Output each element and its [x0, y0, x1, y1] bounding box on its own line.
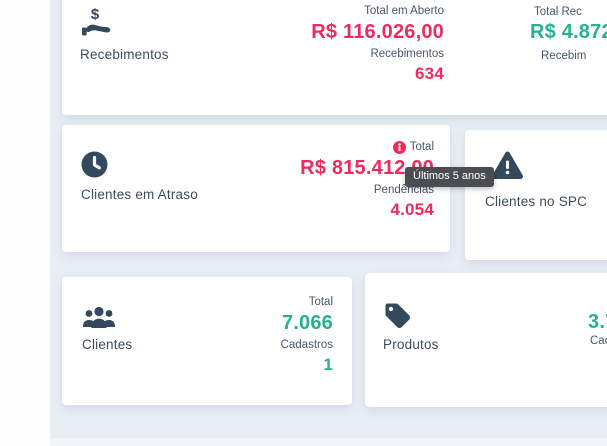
- card-clientes-no-spc[interactable]: Clientes no SPC: [465, 130, 607, 260]
- users-icon: [82, 305, 116, 330]
- card-clientes-no-spc-title: Clientes no SPC: [485, 194, 588, 209]
- clock-icon: [81, 151, 108, 178]
- stat-label: Cadastros: [280, 339, 333, 351]
- warning-triangle-icon: [491, 150, 524, 181]
- stat-label: Total Rec: [534, 6, 582, 18]
- footer-strip: [50, 437, 607, 446]
- tag-icon: [383, 301, 412, 330]
- stat-value: R$ 815.412,00: [300, 157, 434, 179]
- stat-value: 1: [323, 355, 333, 374]
- atraso-stats: Total R$ 815.412,00 Pendências 4.054: [300, 140, 434, 220]
- tooltip-ultimos-5-anos: Últimos 5 anos: [405, 167, 494, 187]
- stat-label: Recebimentos: [370, 48, 444, 60]
- card-recebimentos[interactable]: $ Recebimentos Total em Aberto R$ 116.02…: [62, 0, 607, 115]
- hand-holding-dollar-icon: $: [80, 5, 114, 39]
- card-clientes-title: Clientes: [82, 337, 133, 352]
- stat-value: R$ 4.872: [530, 21, 607, 43]
- clientes-stats: Total 7.066 Cadastros 1: [281, 295, 333, 375]
- card-produtos-title: Produtos: [383, 337, 439, 352]
- card-recebimentos-title: Recebimentos: [80, 47, 169, 62]
- info-icon[interactable]: [392, 140, 406, 154]
- stat-value: 7.066: [281, 312, 333, 334]
- card-clientes-em-atraso[interactable]: Clientes em Atraso Total R$ 815.412,00 P…: [62, 125, 450, 252]
- stat-value: R$ 116.026,00: [311, 21, 444, 43]
- stat-label: Pendências: [373, 184, 434, 196]
- card-produtos[interactable]: Produtos 3.7 Cad: [365, 273, 607, 407]
- svg-text:$: $: [91, 6, 100, 23]
- stat-value: 4.054: [390, 200, 434, 219]
- stat-label: Cad: [590, 335, 607, 347]
- card-clientes[interactable]: Clientes Total 7.066 Cadastros 1: [62, 277, 352, 405]
- recebimentos-open-stats: Total em Aberto R$ 116.026,00 Recebiment…: [311, 4, 444, 84]
- stat-label: Total: [409, 141, 434, 153]
- card-clientes-em-atraso-title: Clientes em Atraso: [81, 187, 198, 202]
- stat-label: Recebim: [541, 50, 587, 62]
- stat-label: Total: [308, 296, 333, 308]
- stat-value: 3.7: [588, 311, 607, 333]
- stat-value: 634: [415, 64, 444, 83]
- stat-label: Total em Aberto: [364, 5, 444, 17]
